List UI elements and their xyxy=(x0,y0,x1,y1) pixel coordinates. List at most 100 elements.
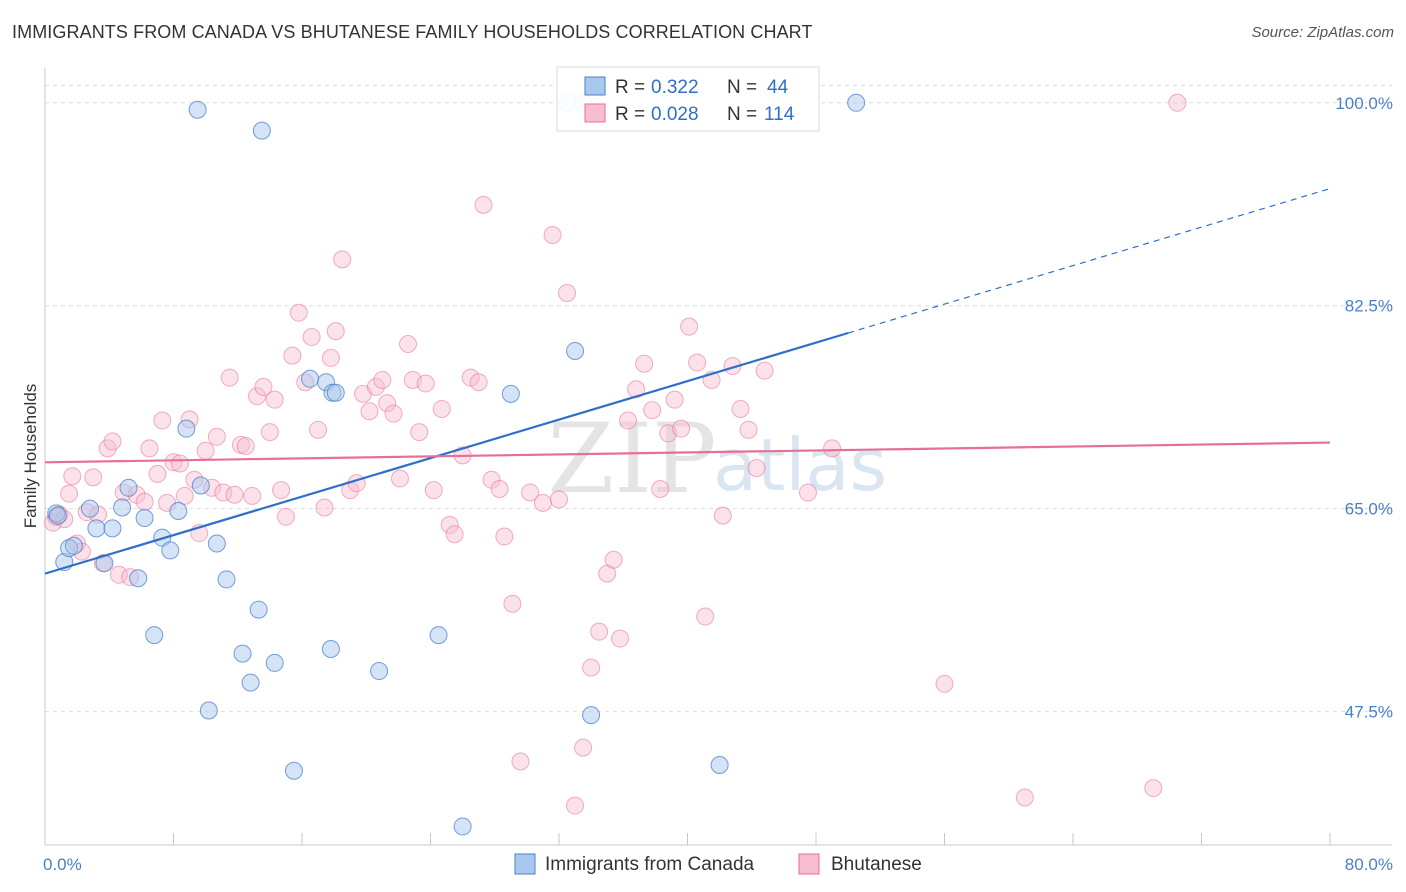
canada-point xyxy=(847,93,866,112)
bhutanese-point xyxy=(619,411,638,430)
bhutanese-point xyxy=(469,373,488,392)
canada-point xyxy=(710,755,729,774)
canada-trend-line-extension xyxy=(847,188,1331,334)
canada-trend-line xyxy=(44,331,849,575)
bhutanese-point xyxy=(643,401,662,420)
stats-n-value-bhutanese: 114 xyxy=(764,104,795,125)
source-label: Source: ZipAtlas.com xyxy=(1251,24,1394,41)
canada-point xyxy=(265,653,284,672)
stats-n-label-bhutanese: N = xyxy=(727,104,757,125)
bhutanese-point xyxy=(214,483,233,502)
bhutanese-point xyxy=(582,658,601,677)
canada-point xyxy=(103,519,122,538)
bhutanese-point xyxy=(326,322,345,341)
bhutanese-point xyxy=(696,607,715,626)
canada-point xyxy=(129,569,148,588)
canada-point xyxy=(161,541,180,560)
legend-swatch-bhutanese xyxy=(798,853,820,875)
bhutanese-point xyxy=(207,427,226,446)
canada-point xyxy=(284,761,303,780)
bhutanese-point xyxy=(665,390,684,409)
bhutanese-point xyxy=(390,469,409,488)
canada-point xyxy=(48,506,67,525)
x-tick-label-max: 80.0% xyxy=(1345,855,1393,874)
bhutanese-point xyxy=(103,432,122,451)
bhutanese-point xyxy=(135,492,154,511)
x-tick-label-min: 0.0% xyxy=(43,855,82,874)
bhutanese-point xyxy=(747,459,766,478)
bhutanese-point xyxy=(604,550,623,569)
canada-point xyxy=(87,519,106,538)
bhutanese-point xyxy=(635,354,654,373)
bhutanese-point xyxy=(109,565,128,584)
canada-point xyxy=(207,534,226,553)
bhutanese-point xyxy=(272,481,291,500)
bhutanese-trend-line xyxy=(44,441,1331,464)
bhutanese-point xyxy=(289,303,308,322)
bhutanese-point xyxy=(153,411,172,430)
bhutanese-point xyxy=(543,225,562,244)
canada-point xyxy=(252,121,271,140)
bhutanese-point xyxy=(384,404,403,423)
stats-r-label-canada: R = xyxy=(615,77,645,98)
x-tick-labels: 0.0% 80.0% xyxy=(43,855,1393,874)
y-tick-label: 100.0% xyxy=(1335,94,1393,113)
canada-point xyxy=(217,570,236,589)
bhutanese-point xyxy=(373,370,392,389)
bhutanese-point xyxy=(283,346,302,365)
bhutanese-point xyxy=(302,328,321,347)
canada-point xyxy=(301,369,320,388)
canada-point xyxy=(135,508,154,527)
bhutanese-point xyxy=(175,486,194,505)
bhutanese-point xyxy=(490,479,509,498)
bhutanese-point xyxy=(416,374,435,393)
bhutanese-point xyxy=(550,490,568,509)
stats-swatch-bhutanese xyxy=(584,103,606,123)
y-axis-label: Family Households xyxy=(21,384,40,529)
bhutanese-point xyxy=(309,420,328,439)
bhutanese-point xyxy=(321,348,340,367)
canada-point xyxy=(119,478,138,497)
bhutanese-point xyxy=(378,394,397,413)
bhutanese-point xyxy=(148,464,167,483)
stats-r-value-canada: 0.322 xyxy=(651,77,699,98)
bhutanese-point xyxy=(590,622,609,641)
canada-point xyxy=(429,626,448,645)
bhutanese-point xyxy=(440,515,459,534)
canada-point xyxy=(169,502,188,521)
bhutanese-point xyxy=(739,420,758,439)
legend-label-bhutanese: Bhutanese xyxy=(831,854,922,875)
bhutanese-point xyxy=(651,479,670,498)
bhutanese-point xyxy=(315,498,334,517)
legend-swatch-canada xyxy=(514,853,536,875)
bhutanese-point xyxy=(276,507,295,526)
canada-point xyxy=(199,701,218,720)
canada-point xyxy=(321,640,340,659)
bhutanese-point xyxy=(410,423,429,442)
bhutanese-point xyxy=(574,738,593,757)
bhutanese-point xyxy=(611,629,630,648)
y-tick-label: 82.5% xyxy=(1345,297,1393,316)
bhutanese-point xyxy=(672,419,691,438)
chart-title: IMMIGRANTS FROM CANADA VS BHUTANESE FAMI… xyxy=(12,22,813,42)
stats-n-value-canada: 44 xyxy=(767,77,789,98)
bhutanese-point xyxy=(196,441,215,460)
bhutanese-point xyxy=(798,483,817,502)
bhutanese-point xyxy=(558,283,577,302)
bhutanese-point xyxy=(225,485,244,504)
bhutanese-point xyxy=(823,439,842,458)
y-tick-labels: 47.5% 65.0% 82.5% 100.0% xyxy=(1335,94,1393,722)
bhutanese-point xyxy=(521,483,540,502)
canada-point xyxy=(145,626,164,645)
bhutanese-point xyxy=(495,527,514,546)
bhutanese-point xyxy=(248,387,267,406)
bhutanese-point xyxy=(511,752,530,771)
bhutanese-point xyxy=(1015,788,1034,807)
canada-point xyxy=(370,662,389,681)
bhutanese-point xyxy=(360,402,379,421)
stats-n-label-canada: N = xyxy=(727,77,757,98)
canada-point xyxy=(191,476,210,495)
bhutanese-point xyxy=(366,377,385,396)
stats-r-label-bhutanese: R = xyxy=(615,104,645,125)
axes xyxy=(44,68,1392,846)
